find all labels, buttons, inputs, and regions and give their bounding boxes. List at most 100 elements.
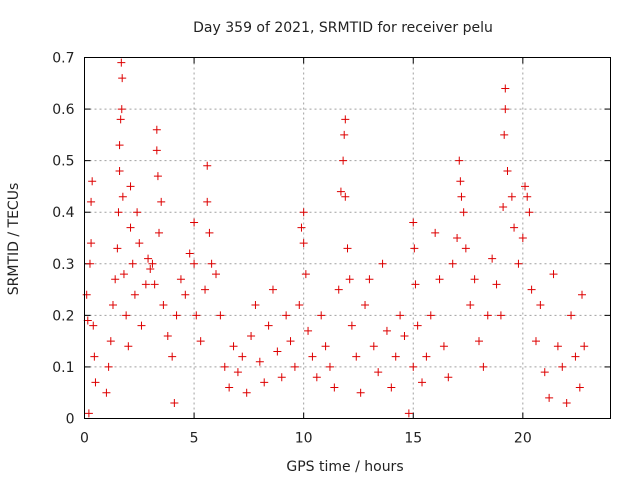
data-point (361, 301, 370, 310)
data-point (567, 311, 576, 320)
data-point (118, 192, 127, 201)
data-point (496, 311, 505, 320)
data-point (225, 383, 234, 392)
data-point (488, 254, 497, 263)
data-point (321, 342, 330, 351)
data-point (117, 58, 126, 67)
data-point (114, 208, 123, 217)
y-tick-label: 0.4 (52, 205, 74, 221)
data-point (295, 301, 304, 310)
data-point (312, 373, 321, 382)
data-point (501, 84, 510, 93)
y-tick-label: 0.2 (52, 308, 74, 324)
data-point (345, 275, 354, 284)
data-point (418, 378, 427, 387)
data-point (439, 342, 448, 351)
data-point (118, 74, 127, 83)
data-point (133, 208, 142, 217)
data-point (102, 388, 111, 397)
data-point (426, 311, 435, 320)
data-point (87, 239, 96, 248)
data-point (382, 326, 391, 335)
data-point (251, 301, 260, 310)
data-point (126, 223, 135, 232)
data-point (201, 285, 210, 294)
data-point (503, 166, 512, 175)
data-point (152, 146, 161, 155)
data-point (431, 228, 440, 237)
data-point (304, 326, 313, 335)
data-point (299, 208, 308, 217)
data-point (571, 352, 580, 361)
data-point (137, 321, 146, 330)
data-point (196, 337, 205, 346)
data-point (457, 192, 466, 201)
data-point (152, 125, 161, 134)
data-point (115, 141, 124, 150)
data-point (205, 228, 214, 237)
x-tick-label: 10 (295, 431, 313, 447)
data-point (466, 301, 475, 310)
data-point (540, 368, 549, 377)
data-point (247, 331, 256, 340)
x-tick-label: 15 (404, 431, 422, 447)
data-point (435, 275, 444, 284)
chart-title: Day 359 of 2021, SRMTID for receiver pel… (193, 20, 493, 36)
data-point (396, 311, 405, 320)
data-point (444, 373, 453, 382)
data-point (286, 337, 295, 346)
data-point (176, 275, 185, 284)
data-point (277, 373, 286, 382)
y-axis-label: SRMTID / TECUs (6, 183, 22, 296)
data-point (155, 228, 164, 237)
data-point (111, 275, 120, 284)
data-point (308, 352, 317, 361)
data-point (336, 187, 345, 196)
data-point (297, 223, 306, 232)
data-point (170, 399, 179, 408)
data-point (150, 280, 159, 289)
data-point (409, 362, 418, 371)
data-point (212, 270, 220, 279)
data-point (146, 264, 155, 273)
data-point (404, 409, 413, 418)
data-point (459, 208, 468, 217)
data-point (501, 105, 510, 114)
data-point (365, 275, 374, 284)
data-point (580, 342, 589, 351)
data-point (89, 321, 98, 330)
data-point (461, 244, 470, 253)
data-point (553, 342, 562, 351)
data-point (126, 182, 135, 191)
data-point (475, 337, 483, 346)
data-point (117, 105, 126, 114)
data-points (82, 58, 589, 418)
data-point (330, 383, 339, 392)
data-point (90, 352, 99, 361)
data-point (273, 347, 282, 356)
data-point (108, 301, 117, 310)
data-point (238, 352, 247, 361)
axis-ticks (84, 57, 611, 419)
data-point (356, 388, 365, 397)
data-point (115, 166, 124, 175)
data-point (207, 259, 216, 268)
data-point (456, 177, 465, 186)
data-point (130, 290, 139, 299)
data-point (220, 362, 229, 371)
data-point (181, 290, 190, 299)
data-point (575, 383, 584, 392)
data-point (545, 393, 554, 402)
data-point (104, 362, 113, 371)
data-point (339, 156, 348, 165)
data-point (422, 352, 431, 361)
data-point (83, 316, 92, 325)
data-point (562, 399, 571, 408)
data-point (159, 301, 168, 310)
data-point (453, 234, 462, 242)
data-point (391, 352, 400, 361)
data-point (135, 239, 144, 248)
data-point (369, 342, 378, 351)
data-point (317, 311, 326, 320)
